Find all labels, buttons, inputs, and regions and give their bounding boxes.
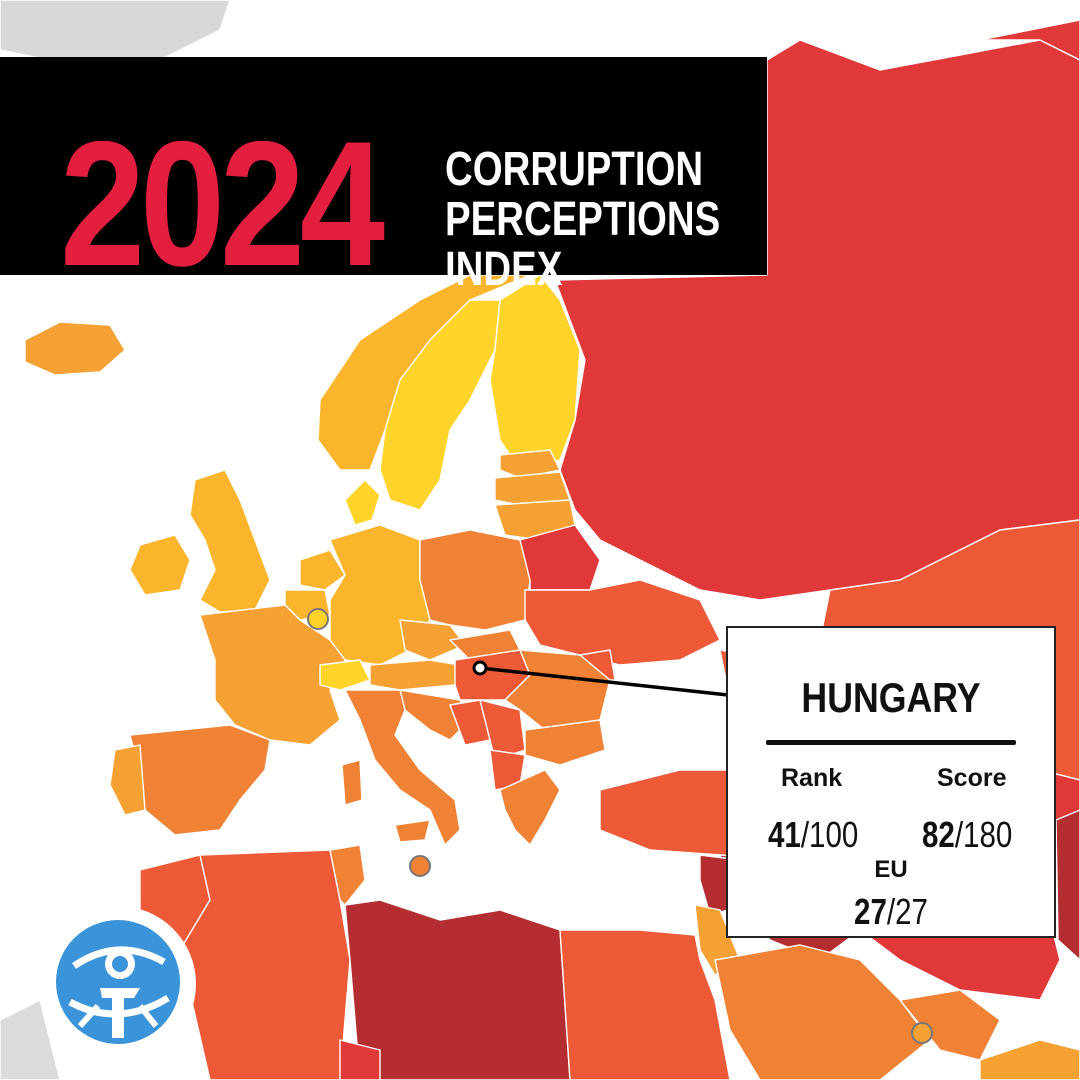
ukraine-region bbox=[524, 579, 721, 666]
eu-label: EU bbox=[874, 856, 908, 883]
bahrain-marker bbox=[911, 1022, 933, 1044]
title-line-1: CORRUPTION bbox=[445, 143, 704, 196]
sicily-region bbox=[394, 819, 431, 843]
malta-marker bbox=[409, 855, 431, 877]
title-line-2: PERCEPTIONS bbox=[445, 193, 721, 246]
russia-north bbox=[979, 19, 1080, 61]
switzerland-region bbox=[319, 659, 371, 691]
luxembourg-marker bbox=[307, 608, 329, 630]
denmark-region bbox=[344, 479, 381, 526]
rank-value: 41/100 bbox=[768, 814, 858, 856]
hungary-location-marker bbox=[472, 660, 488, 676]
tunisia-region bbox=[329, 844, 366, 906]
poland-region bbox=[419, 529, 531, 631]
score-label: Score bbox=[937, 764, 1007, 792]
portugal-region bbox=[109, 744, 146, 816]
callout-divider bbox=[766, 740, 1016, 745]
austria-region bbox=[369, 659, 461, 691]
score-total: /180 bbox=[954, 814, 1013, 855]
chad-region bbox=[339, 1039, 381, 1080]
far-east-dark bbox=[1055, 809, 1080, 961]
eu-number: 27 bbox=[854, 891, 887, 932]
moldova-region bbox=[579, 649, 616, 681]
country-name: HUNGARY bbox=[801, 674, 981, 721]
oman-region bbox=[979, 1039, 1080, 1080]
greece-region bbox=[499, 769, 561, 846]
iceland-region bbox=[24, 321, 126, 376]
eu-value: 27/27 bbox=[757, 891, 1024, 933]
title-banner: 2024 CORRUPTION PERCEPTIONS INDEX bbox=[0, 57, 767, 295]
score-value: 82/180 bbox=[922, 814, 1012, 856]
title-line-3: INDEX bbox=[445, 243, 563, 296]
netherlands-region bbox=[299, 549, 346, 591]
finland-region bbox=[489, 274, 581, 471]
italy-region bbox=[344, 689, 461, 846]
france-region bbox=[199, 604, 346, 746]
score-number: 82 bbox=[922, 814, 955, 855]
eu-total: /27 bbox=[886, 891, 928, 932]
russia-region bbox=[554, 39, 1080, 601]
hungary-pointer-line bbox=[479, 666, 729, 697]
rank-total: /100 bbox=[800, 814, 859, 855]
country-callout: HUNGARY Rank Score 41/100 82/180 EU 27/2… bbox=[726, 626, 1056, 938]
rank-label: Rank bbox=[781, 764, 843, 792]
title-year: 2024 bbox=[60, 104, 385, 303]
egypt-region bbox=[559, 929, 731, 1080]
north-africa-grey bbox=[0, 999, 61, 1080]
transparency-international-logo bbox=[40, 906, 196, 1062]
czechia-region bbox=[399, 619, 466, 661]
rank-number: 41 bbox=[768, 814, 801, 855]
ireland-region bbox=[129, 534, 191, 596]
title-text: CORRUPTION PERCEPTIONS INDEX bbox=[445, 145, 720, 295]
gulf-region bbox=[899, 989, 1001, 1061]
sardinia-region bbox=[341, 759, 363, 806]
bulgaria-region bbox=[524, 719, 606, 766]
sweden-region bbox=[379, 299, 501, 511]
